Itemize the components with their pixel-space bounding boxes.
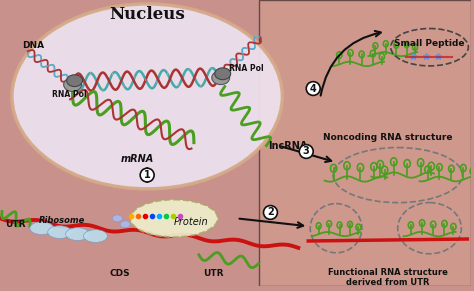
Text: Noncoding RNA structure: Noncoding RNA structure: [323, 133, 453, 142]
Ellipse shape: [83, 230, 108, 242]
Ellipse shape: [112, 215, 122, 222]
Text: RNA Pol: RNA Pol: [52, 90, 86, 99]
Ellipse shape: [215, 68, 231, 80]
Ellipse shape: [130, 200, 218, 237]
Circle shape: [264, 205, 277, 219]
Ellipse shape: [120, 221, 130, 228]
Text: 3: 3: [303, 146, 310, 157]
Text: lncRNA: lncRNA: [268, 141, 308, 150]
Ellipse shape: [12, 4, 283, 189]
Ellipse shape: [48, 226, 72, 239]
Text: 2: 2: [267, 207, 274, 217]
Ellipse shape: [64, 78, 82, 91]
Ellipse shape: [67, 75, 82, 86]
Text: 4: 4: [310, 84, 317, 93]
Text: Nucleus: Nucleus: [109, 6, 185, 23]
FancyBboxPatch shape: [258, 0, 471, 286]
Ellipse shape: [65, 228, 90, 240]
Text: RNA Pol: RNA Pol: [228, 64, 264, 73]
Text: UTR: UTR: [5, 220, 26, 229]
Ellipse shape: [212, 71, 230, 85]
Text: Ribosome: Ribosome: [38, 216, 85, 225]
Circle shape: [299, 145, 313, 158]
Text: Small Peptide: Small Peptide: [394, 39, 465, 48]
Text: DNA: DNA: [22, 41, 44, 50]
Text: mRNA: mRNA: [120, 154, 154, 164]
Circle shape: [306, 82, 320, 95]
Ellipse shape: [30, 222, 54, 235]
Text: CDS: CDS: [109, 269, 129, 278]
Text: 1: 1: [144, 170, 151, 180]
Text: Functional RNA structure
derived from UTR: Functional RNA structure derived from UT…: [328, 267, 448, 287]
Circle shape: [140, 168, 154, 182]
Text: UTR: UTR: [203, 269, 224, 278]
Text: Protein: Protein: [173, 217, 208, 227]
